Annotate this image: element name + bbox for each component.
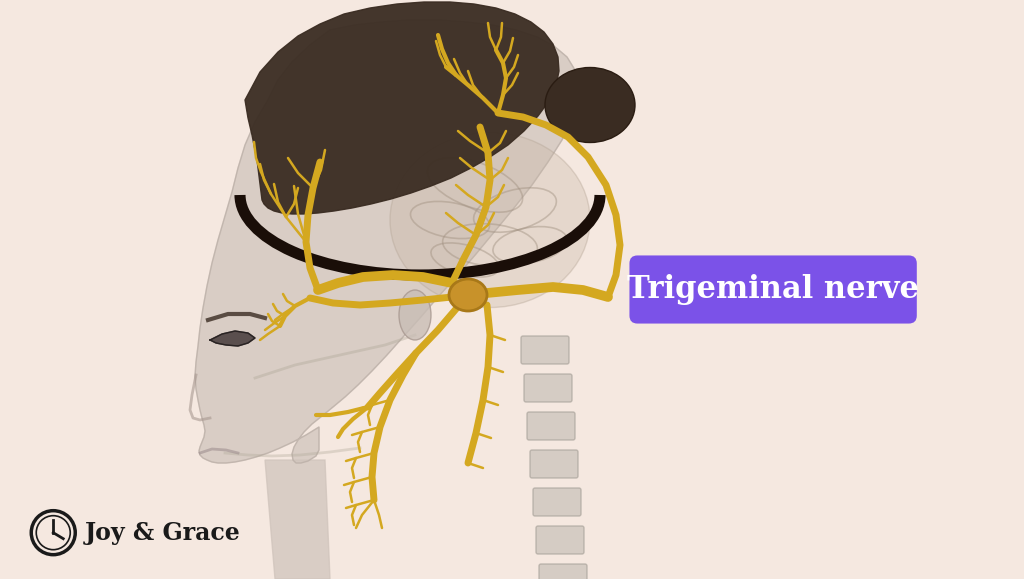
Polygon shape: [265, 460, 330, 579]
Text: Trigeminal nerve: Trigeminal nerve: [627, 274, 920, 305]
Polygon shape: [210, 331, 255, 346]
Polygon shape: [245, 2, 559, 214]
Polygon shape: [195, 20, 579, 463]
Ellipse shape: [545, 68, 635, 142]
Ellipse shape: [399, 290, 431, 340]
FancyBboxPatch shape: [630, 255, 916, 324]
Text: Joy & Grace: Joy & Grace: [85, 521, 241, 545]
Ellipse shape: [390, 133, 590, 307]
FancyBboxPatch shape: [536, 526, 584, 554]
FancyBboxPatch shape: [530, 450, 578, 478]
FancyBboxPatch shape: [539, 564, 587, 579]
FancyBboxPatch shape: [524, 374, 572, 402]
Ellipse shape: [449, 279, 487, 311]
FancyBboxPatch shape: [521, 336, 569, 364]
FancyBboxPatch shape: [527, 412, 575, 440]
FancyBboxPatch shape: [534, 488, 581, 516]
